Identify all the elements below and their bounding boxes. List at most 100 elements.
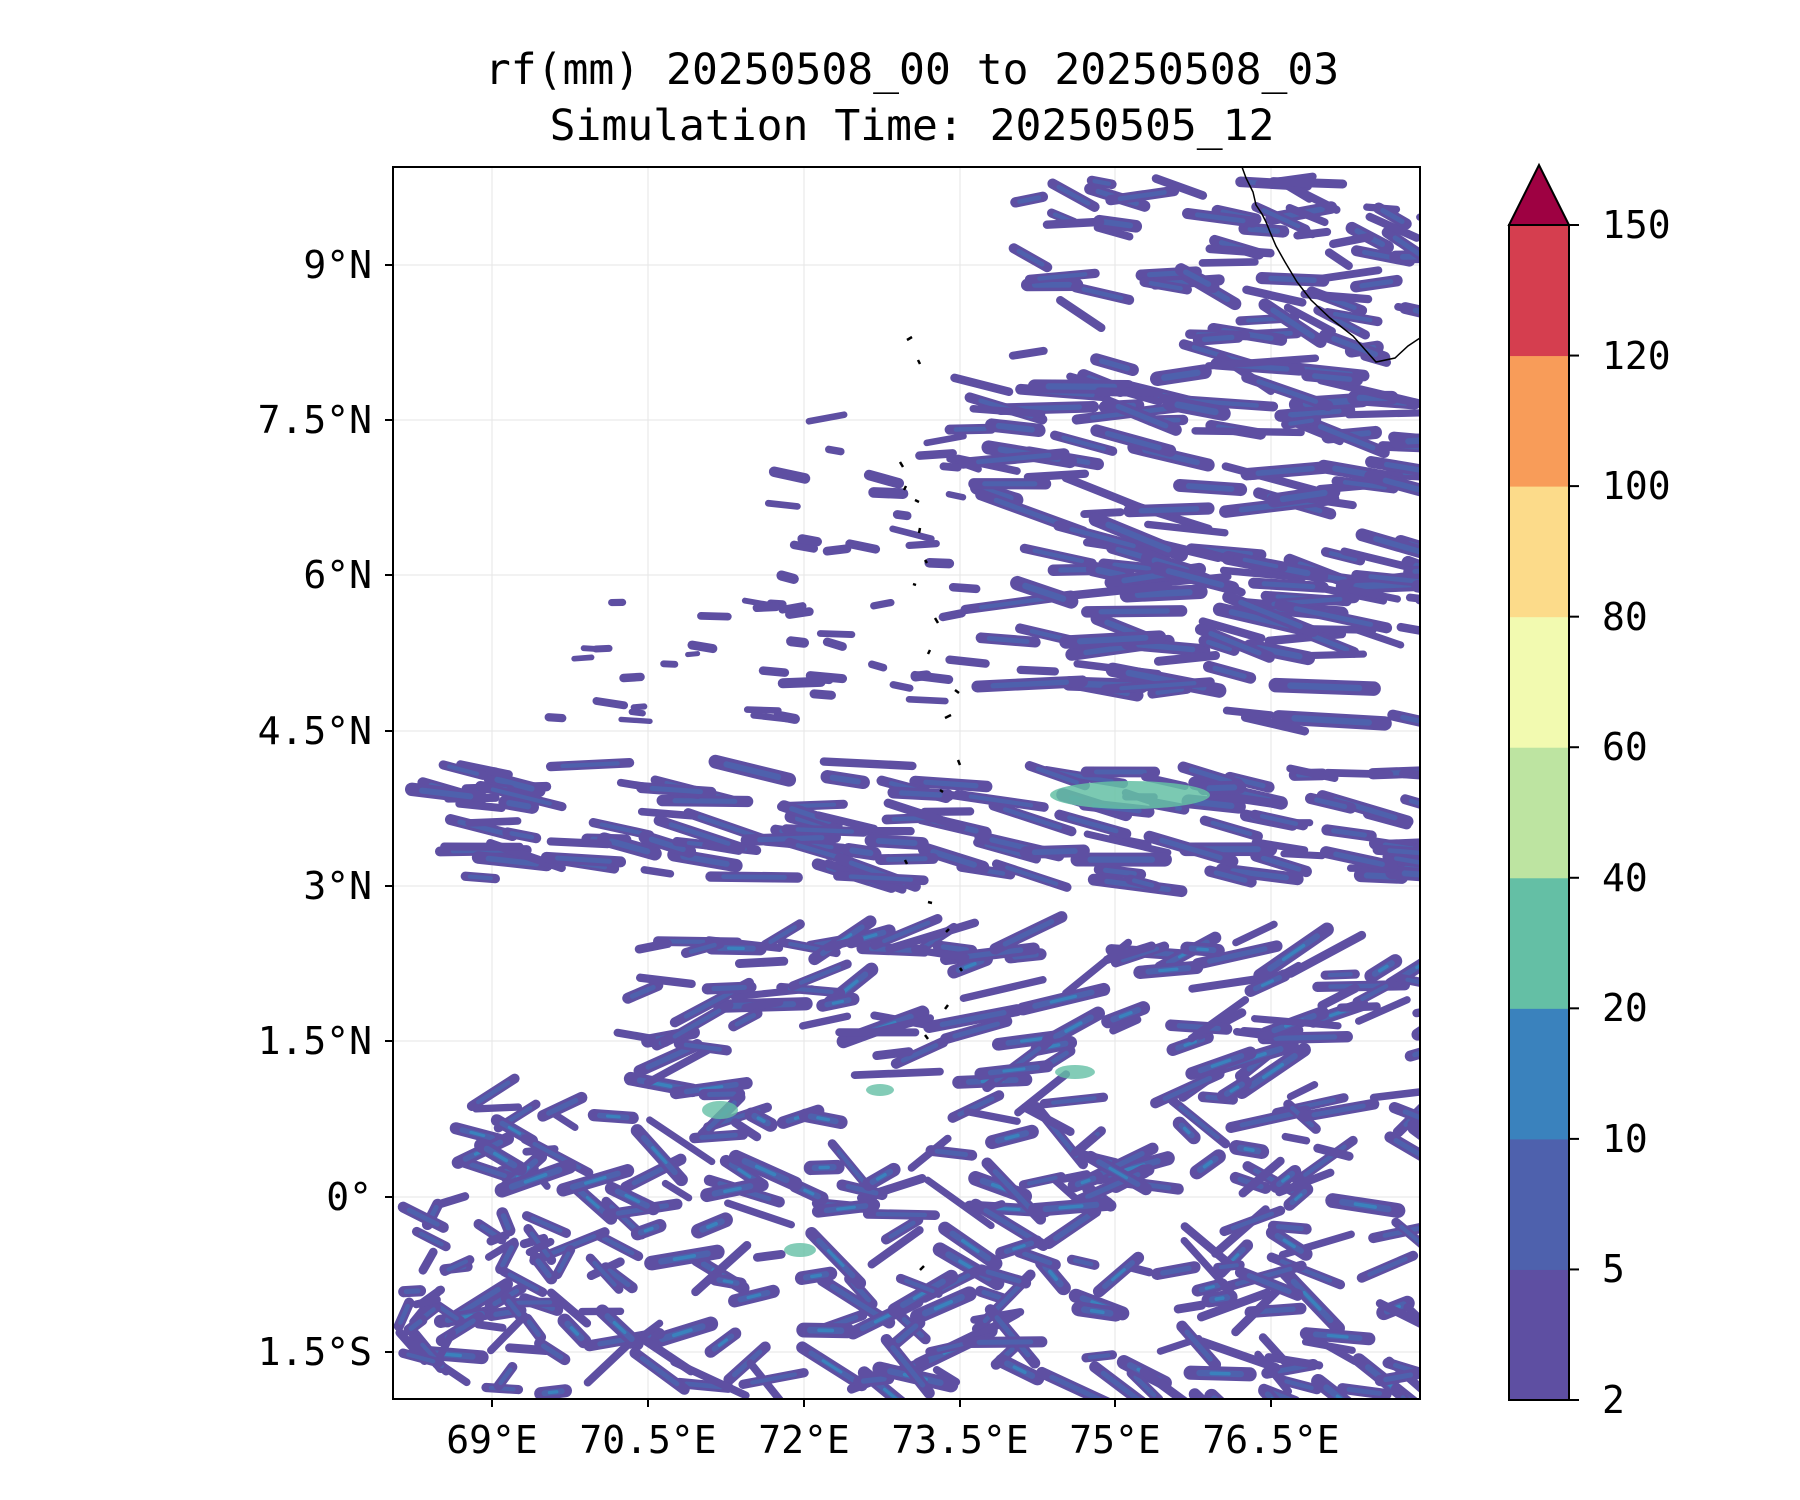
lon-label-69e: 69°E	[446, 1418, 538, 1462]
rain-cell	[1242, 285, 1307, 307]
rain-cell	[768, 466, 811, 484]
colorbar-bin	[1509, 1269, 1569, 1401]
rain-cell-core	[447, 764, 480, 776]
rain-cell	[945, 490, 967, 501]
rain-cell	[741, 997, 784, 1013]
rain-cell	[752, 1249, 786, 1262]
rain-cell	[778, 602, 807, 614]
rain-cell-core	[1161, 369, 1201, 381]
rain-cell-core	[882, 920, 931, 944]
rain-cell-core	[607, 1268, 631, 1288]
rain-cell	[892, 510, 912, 521]
rain-cell-core	[1098, 608, 1170, 615]
rain-cell-core	[1275, 1224, 1304, 1232]
colorbar-bin	[1509, 747, 1569, 879]
rain-cell-core	[1229, 1085, 1240, 1093]
rain-cell-core	[1408, 798, 1420, 806]
rain-cell-core	[1288, 408, 1342, 418]
rain-cell-core	[1402, 1109, 1420, 1121]
rain-cell-core	[1393, 856, 1420, 865]
rain-cell	[1070, 1134, 1098, 1157]
rain-cell	[863, 469, 905, 489]
rain-cell-core	[992, 1169, 1035, 1214]
rain-cell-core	[821, 1359, 843, 1374]
rain-cell-core	[535, 1258, 552, 1279]
rain-cell-core	[1202, 1160, 1213, 1169]
rain-cell-core	[1373, 536, 1420, 555]
rain-cell-core	[1326, 1333, 1349, 1339]
rain-cell-core	[649, 785, 704, 795]
rain-cell-core	[1392, 235, 1420, 258]
rain-cell-core	[1261, 208, 1301, 229]
rain-cell	[1173, 1300, 1207, 1314]
rain-cell	[1238, 1156, 1285, 1198]
colorbar-label-40: 40	[1602, 856, 1648, 900]
small-islands	[898, 335, 964, 1271]
rain-cell	[1416, 213, 1420, 221]
rain-cell	[1316, 375, 1420, 409]
rain-cell	[885, 918, 980, 954]
rain-cell-core	[1067, 815, 1119, 834]
rain-cell-core	[1031, 848, 1078, 856]
rain-cell-core	[1432, 589, 1497, 600]
rain-cell	[785, 607, 814, 619]
rain-cell	[1083, 830, 1172, 857]
rain-cell-core	[829, 774, 861, 785]
rain-cell	[1023, 469, 1090, 482]
rain-cell	[1264, 1353, 1324, 1370]
rain-cell	[889, 525, 935, 543]
rain-cell	[1407, 1120, 1420, 1141]
colorbar-label-10: 10	[1602, 1117, 1648, 1161]
rain-cell-core	[1100, 1370, 1142, 1399]
rain-cell-core	[1002, 919, 1055, 947]
rain-cell-core	[671, 1328, 693, 1338]
rain-cell	[1280, 850, 1326, 860]
rain-cell-core	[1105, 521, 1172, 553]
rain-cell	[1093, 223, 1134, 241]
rain-cell-core	[1158, 967, 1179, 973]
lat-label-9n: 9°N	[303, 243, 372, 287]
rain-cell-core	[1104, 430, 1162, 451]
rain-cell-core	[1012, 1243, 1026, 1251]
rain-cell-core	[1022, 582, 1067, 602]
rain-cell-core	[1037, 272, 1088, 281]
rain-cell	[571, 654, 595, 662]
rain-cell	[640, 866, 675, 878]
rain-cell	[634, 939, 673, 954]
rain-cell-core	[1012, 1365, 1027, 1375]
rain-cell	[1205, 244, 1275, 258]
rain-cell	[1020, 1103, 1075, 1136]
rain-cell-core	[1256, 379, 1319, 404]
rain-cell	[1369, 1088, 1420, 1102]
rain-cell-core	[648, 836, 686, 853]
rain-cell	[923, 432, 967, 447]
rain-cell-core	[1425, 1025, 1432, 1029]
rain-cell-core	[1056, 184, 1091, 206]
rain-cell	[670, 1358, 750, 1399]
rain-cell-core	[848, 874, 914, 882]
rain-cell-core	[540, 1343, 564, 1360]
rain-cell-core	[1012, 952, 1039, 960]
rain-cell	[764, 499, 801, 510]
rain-cell-core	[1159, 837, 1223, 861]
rain-cell	[798, 1012, 852, 1030]
rain-cell-core	[645, 1046, 692, 1070]
rain-cell	[1198, 258, 1259, 267]
rain-cell	[1062, 938, 1133, 997]
rain-cell-core	[547, 1390, 559, 1395]
rain-cell-core	[934, 1148, 969, 1158]
rain-cell-core	[1412, 1050, 1420, 1058]
rain-cell-core	[403, 1288, 421, 1295]
rain-cell-core	[1230, 1211, 1275, 1231]
rain-cell-core	[1073, 1258, 1094, 1267]
axis-ticks	[385, 264, 1272, 1407]
rain-cell	[963, 1107, 1021, 1125]
rain-cell-core	[849, 847, 874, 857]
rain-cell	[806, 673, 834, 685]
rain-cell-core	[963, 961, 977, 970]
rain-cell-core	[952, 1021, 1001, 1039]
rain-cell-core	[1327, 972, 1353, 978]
colorbar-frame	[1508, 224, 1570, 1401]
rain-cell-core	[643, 1226, 654, 1233]
rain-cell-core	[842, 979, 859, 993]
